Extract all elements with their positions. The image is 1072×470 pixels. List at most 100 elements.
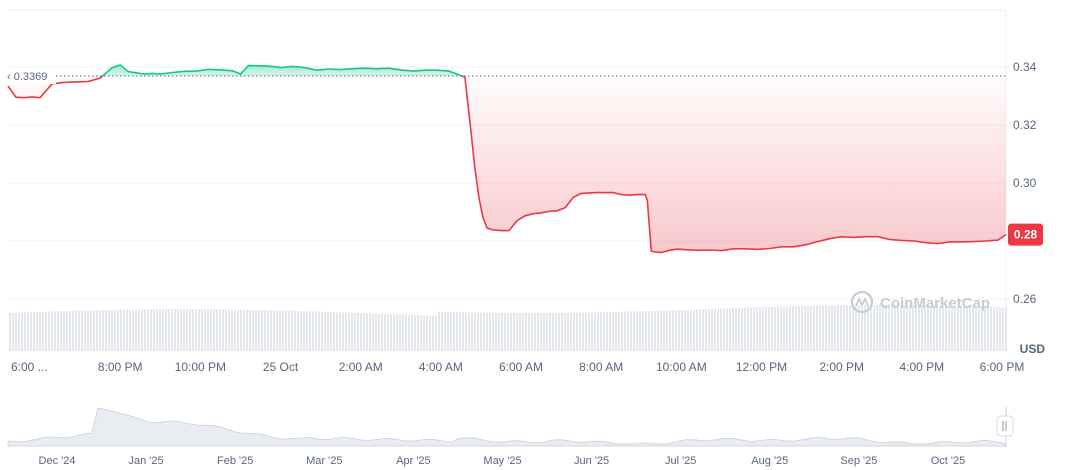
volume-bar bbox=[750, 307, 752, 351]
volume-bar bbox=[1005, 307, 1007, 351]
volume-bar bbox=[759, 307, 761, 351]
volume-bar bbox=[216, 309, 218, 351]
volume-bar bbox=[399, 314, 401, 351]
volume-bar bbox=[315, 311, 317, 351]
volume-bar bbox=[528, 312, 530, 351]
navigator-handle[interactable] bbox=[996, 415, 1014, 437]
volume-bar bbox=[132, 309, 134, 351]
volume-bar bbox=[294, 310, 296, 351]
volume-bar bbox=[288, 310, 290, 351]
x-tick-label: 8:00 AM bbox=[579, 360, 623, 374]
volume-bar bbox=[795, 306, 797, 351]
volume-bar bbox=[429, 315, 431, 351]
volume-bar bbox=[651, 310, 653, 351]
volume-bar bbox=[900, 305, 902, 351]
navigator-x-label: Jun '25 bbox=[574, 455, 609, 467]
x-tick-label: 6:00 ... bbox=[11, 360, 48, 374]
navigator-x-label: May '25 bbox=[483, 455, 521, 467]
volume-bar bbox=[438, 311, 440, 351]
volume-bar bbox=[156, 309, 158, 351]
navigator-x-label: Oct '25 bbox=[931, 455, 966, 467]
volume-bar bbox=[9, 312, 11, 351]
volume-bar bbox=[369, 313, 371, 351]
volume-bar bbox=[432, 315, 434, 351]
volume-bar bbox=[414, 314, 416, 351]
volume-bar bbox=[549, 312, 551, 351]
volume-bar bbox=[660, 310, 662, 351]
navigator-x-label: Jan '25 bbox=[129, 455, 164, 467]
volume-bar bbox=[603, 312, 605, 351]
x-tick-label: 10:00 PM bbox=[175, 360, 226, 374]
volume-bar bbox=[837, 305, 839, 351]
volume-bar bbox=[993, 306, 995, 351]
volume-bar bbox=[936, 305, 938, 351]
volume-bar bbox=[255, 309, 257, 351]
volume-bar bbox=[507, 312, 509, 351]
navigator-x-labels: Dec '24 Jan '25 Feb '25 Mar '25 Apr '25 May '… bbox=[39, 455, 966, 467]
volume-bar bbox=[582, 312, 584, 351]
volume-bar bbox=[282, 310, 284, 351]
volume-bar bbox=[642, 311, 644, 351]
volume-bar bbox=[783, 306, 785, 351]
x-axis: 6:00 ... 8:00 PM 10:00 PM 25 Oct 2:00 AM 4:00… bbox=[11, 360, 1024, 374]
volume-bar bbox=[612, 311, 614, 351]
y-tick-label: 0.32 bbox=[1013, 118, 1037, 132]
navigator[interactable]: Dec '24 Jan '25 Feb '25 Mar '25 Apr '25 May '… bbox=[7, 407, 1014, 467]
volume-bar bbox=[705, 308, 707, 351]
volume-bar bbox=[957, 305, 959, 351]
volume-bar bbox=[885, 305, 887, 351]
volume-bar bbox=[825, 305, 827, 351]
navigator-x-label: Mar '25 bbox=[306, 455, 342, 467]
volume-bar bbox=[927, 305, 929, 351]
volume-bar bbox=[147, 309, 149, 351]
volume-bar bbox=[918, 305, 920, 351]
volume-bar bbox=[183, 309, 185, 351]
volume-bar bbox=[816, 305, 818, 351]
volume-bar bbox=[711, 308, 713, 351]
volume-bar bbox=[465, 312, 467, 351]
navigator-handle-bg[interactable] bbox=[996, 415, 1014, 437]
volume-bar bbox=[636, 311, 638, 351]
volume-bar bbox=[621, 311, 623, 351]
volume-bar bbox=[771, 306, 773, 351]
volume-bar bbox=[78, 310, 80, 351]
x-tick-label: 6:00 AM bbox=[499, 360, 543, 374]
volume-bar bbox=[84, 310, 86, 351]
volume-bar bbox=[492, 312, 494, 351]
volume-bar bbox=[786, 306, 788, 351]
volume-bar bbox=[975, 306, 977, 351]
volume-bar bbox=[408, 314, 410, 351]
volume-bar bbox=[678, 309, 680, 351]
volume-bar bbox=[243, 309, 245, 351]
y-axis-unit: USD bbox=[1020, 342, 1046, 356]
volume-bar bbox=[915, 305, 917, 351]
volume-bar bbox=[537, 312, 539, 351]
volume-bar bbox=[840, 305, 842, 351]
price-line-down bbox=[7, 75, 1007, 254]
volume-bar bbox=[459, 312, 461, 351]
volume-bar bbox=[234, 309, 236, 351]
volume-bar bbox=[120, 309, 122, 351]
volume-bar bbox=[558, 312, 560, 351]
current-price-text: 0.28 bbox=[1014, 228, 1038, 242]
volume-bar bbox=[606, 312, 608, 351]
volume-bar bbox=[681, 309, 683, 351]
navigator-price-area bbox=[7, 407, 1007, 447]
volume-bar bbox=[726, 308, 728, 351]
volume-bars bbox=[9, 305, 1007, 351]
volume-bar bbox=[309, 311, 311, 351]
volume-bar bbox=[912, 305, 914, 351]
volume-bar bbox=[807, 305, 809, 351]
volume-bar bbox=[105, 309, 107, 351]
volume-bar bbox=[102, 310, 104, 351]
volume-bar bbox=[42, 311, 44, 351]
volume-bar bbox=[501, 312, 503, 351]
volume-bar bbox=[333, 312, 335, 351]
volume-bar bbox=[411, 314, 413, 351]
volume-bar bbox=[600, 312, 602, 351]
volume-bar bbox=[180, 309, 182, 351]
volume-bar bbox=[732, 308, 734, 351]
volume-bar bbox=[729, 308, 731, 351]
volume-bar bbox=[648, 310, 650, 351]
volume-bar bbox=[141, 309, 143, 351]
